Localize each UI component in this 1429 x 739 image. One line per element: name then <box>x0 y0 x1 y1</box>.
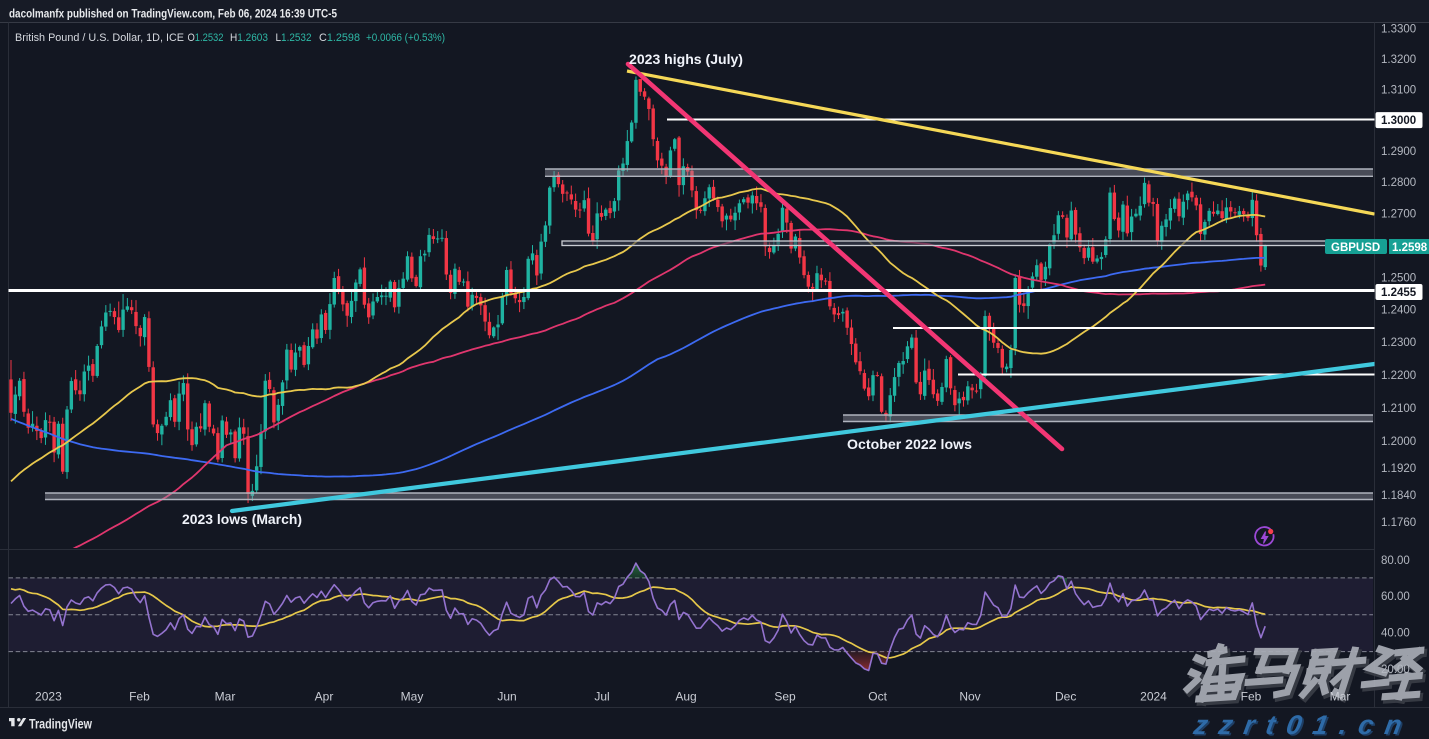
svg-text:1.3000: 1.3000 <box>1381 115 1416 127</box>
svg-text:C1.2598: C1.2598 <box>319 32 360 44</box>
svg-text:20.00: 20.00 <box>1381 664 1410 676</box>
svg-text:GBPUSD: GBPUSD <box>1331 242 1380 254</box>
svg-text:L1.2532: L1.2532 <box>276 32 312 44</box>
svg-text:1.2000: 1.2000 <box>1381 436 1416 448</box>
svg-text:1.1840: 1.1840 <box>1381 490 1416 502</box>
svg-text:zzrt01.cn: zzrt01.cn <box>1191 709 1416 739</box>
svg-text:Nov: Nov <box>959 690 980 704</box>
svg-text:2023 highs (July): 2023 highs (July) <box>629 52 743 67</box>
svg-text:1.2598: 1.2598 <box>1392 242 1428 254</box>
svg-text:Sep: Sep <box>774 690 796 704</box>
svg-text:1.2100: 1.2100 <box>1381 403 1416 415</box>
svg-text:Jul: Jul <box>594 690 609 704</box>
svg-text:1.3300: 1.3300 <box>1381 24 1416 36</box>
svg-text:zzrt01.cn: zzrt01.cn <box>1192 711 1417 739</box>
svg-text:Jun: Jun <box>497 690 516 704</box>
svg-text:1.2700: 1.2700 <box>1381 209 1416 221</box>
svg-text:1.2300: 1.2300 <box>1381 337 1416 349</box>
svg-text:British Pound / U.S. Dollar, 1: British Pound / U.S. Dollar, 1D, ICE <box>15 32 184 44</box>
svg-text:October 2022 lows: October 2022 lows <box>847 437 972 452</box>
svg-text:80.00: 80.00 <box>1381 555 1410 567</box>
svg-text:1.2800: 1.2800 <box>1381 177 1416 189</box>
svg-text:1.1760: 1.1760 <box>1381 517 1416 529</box>
svg-text:1.2200: 1.2200 <box>1381 370 1416 382</box>
svg-text:1.2400: 1.2400 <box>1381 305 1416 317</box>
svg-text:Aug: Aug <box>675 690 696 704</box>
svg-text:+0.0066 (+0.53%): +0.0066 (+0.53%) <box>366 32 445 44</box>
svg-text:1.2455: 1.2455 <box>1381 287 1417 299</box>
svg-text:1.2500: 1.2500 <box>1381 272 1416 284</box>
svg-text:May: May <box>401 690 424 704</box>
svg-text:Feb: Feb <box>1241 690 1262 704</box>
svg-text:Apr: Apr <box>315 690 334 704</box>
svg-text:dacolmanfx published on Tradin: dacolmanfx published on TradingView.com,… <box>9 9 338 21</box>
svg-text:H1.2603: H1.2603 <box>230 32 268 44</box>
svg-text:60.00: 60.00 <box>1381 591 1410 603</box>
svg-text:O1.2532: O1.2532 <box>188 32 224 44</box>
svg-text:40.00: 40.00 <box>1381 628 1410 640</box>
svg-text:Mar: Mar <box>1330 690 1351 704</box>
svg-text:TradingView: TradingView <box>29 717 92 732</box>
svg-text:2023: 2023 <box>35 690 62 704</box>
svg-text:2023 lows (March): 2023 lows (March) <box>182 512 302 527</box>
svg-text:Dec: Dec <box>1055 690 1076 704</box>
svg-text:Mar: Mar <box>215 690 236 704</box>
svg-text:1.3100: 1.3100 <box>1381 84 1416 96</box>
svg-text:2024: 2024 <box>1140 690 1167 704</box>
svg-text:1.2900: 1.2900 <box>1381 146 1416 158</box>
svg-text:1.3200: 1.3200 <box>1381 54 1416 66</box>
svg-text:1.1920: 1.1920 <box>1381 463 1416 475</box>
svg-text:Oct: Oct <box>868 690 887 704</box>
svg-text:Feb: Feb <box>129 690 150 704</box>
